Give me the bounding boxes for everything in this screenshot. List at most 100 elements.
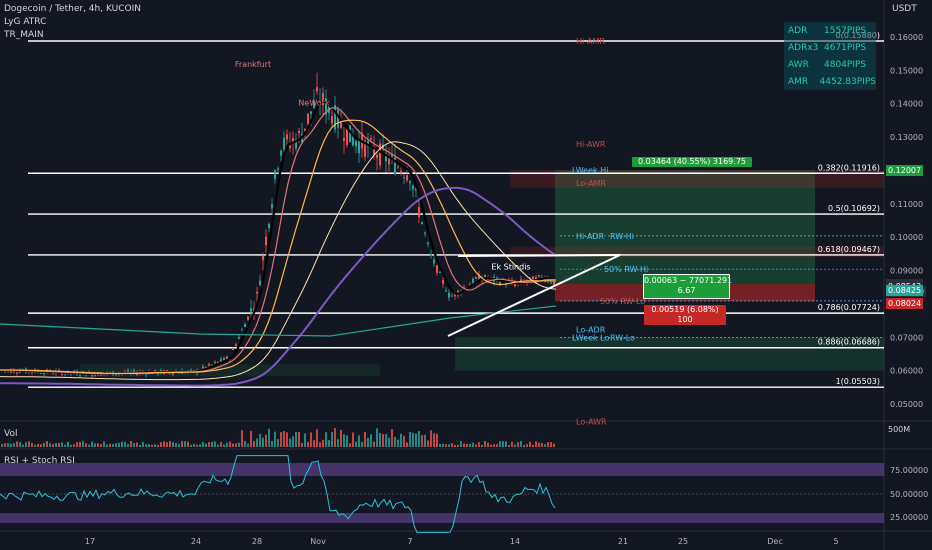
volume-bar xyxy=(376,428,378,447)
volume-bar xyxy=(517,442,519,447)
candle-body xyxy=(403,177,405,179)
candle-body xyxy=(280,150,282,156)
candle-body xyxy=(253,308,255,312)
volume-axis-label: 500M xyxy=(888,425,911,434)
fib-label: 0.886(0.06686) xyxy=(818,338,880,347)
candle-body xyxy=(550,282,552,284)
candle-body xyxy=(61,372,63,376)
candle-body xyxy=(166,370,168,372)
ma-line-purple xyxy=(0,186,557,387)
rsi-tick: 50.00000 xyxy=(890,490,928,499)
volume-bar xyxy=(529,441,531,447)
volume-bar xyxy=(532,444,534,447)
candle-body xyxy=(391,154,393,157)
volume-bar xyxy=(118,442,120,447)
volume-bar xyxy=(412,432,414,447)
volume-bar xyxy=(457,444,459,447)
volume-bar xyxy=(238,442,240,447)
level-label: Lo-ADR xyxy=(576,325,606,334)
candle-body xyxy=(265,236,267,246)
indicator-tr-main[interactable]: TR_MAIN xyxy=(4,30,44,40)
time-tick: 5 xyxy=(833,537,838,546)
candle-body xyxy=(295,139,297,149)
volume-bar xyxy=(70,444,72,447)
range-stats-panel: ADR 1557PIPS ADRx3 4671PIPS AWR 4804PIPS AM… xyxy=(784,22,876,90)
volume-bar xyxy=(478,442,480,447)
volume-bar xyxy=(355,441,357,447)
volume-bar xyxy=(49,443,51,447)
stat-amr: AMR 4452.83PIPS xyxy=(788,76,876,87)
candle-body xyxy=(286,134,288,140)
volume-bar xyxy=(220,442,222,447)
candle-body xyxy=(115,374,117,376)
volume-bar xyxy=(328,440,330,447)
volume-bar xyxy=(64,444,66,447)
indicator-atrc[interactable]: LyG ATRC xyxy=(4,17,47,27)
volume-pane-label[interactable]: Vol xyxy=(4,429,18,439)
price-tick: 0.06000 xyxy=(890,367,923,376)
volume-bar xyxy=(262,437,264,447)
time-tick: Dec xyxy=(767,537,782,546)
candle-body xyxy=(343,137,345,141)
time-tick: 21 xyxy=(618,537,628,546)
candle-body xyxy=(232,348,234,350)
candle-body xyxy=(40,373,42,375)
candle-body xyxy=(238,337,240,339)
candle-body xyxy=(256,291,258,294)
candle-body xyxy=(283,137,285,150)
volume-bar xyxy=(37,444,39,447)
volume-bar xyxy=(253,440,255,447)
volume-bar xyxy=(145,444,147,447)
level-label: LWeek Hi xyxy=(572,166,608,175)
volume-bar xyxy=(193,444,195,447)
volume-bar xyxy=(301,442,303,447)
rsi-oversold-band xyxy=(0,513,884,523)
candle-body xyxy=(250,308,252,312)
volume-bar xyxy=(388,437,390,447)
level-label: Hi-ADR xyxy=(576,232,605,241)
volume-bar xyxy=(274,431,276,447)
volume-bar xyxy=(499,441,501,447)
volume-bar xyxy=(259,433,261,447)
candle-body xyxy=(412,185,414,190)
level-label: Lo-AWR xyxy=(576,418,607,427)
price-tick: 0.05000 xyxy=(890,400,923,409)
volume-bar xyxy=(454,444,456,447)
volume-bar xyxy=(160,442,162,447)
candle-body xyxy=(469,284,471,286)
volume-bar xyxy=(295,431,297,447)
volume-bar xyxy=(148,444,150,447)
session-label: Frankfurt xyxy=(235,60,271,69)
volume-bar xyxy=(25,442,27,447)
candle-body xyxy=(451,295,453,297)
candle-body xyxy=(307,113,309,124)
volume-bar xyxy=(340,429,342,447)
volume-bar xyxy=(394,436,396,447)
candle-body xyxy=(448,292,450,298)
volume-bar xyxy=(265,434,267,447)
volume-bar xyxy=(109,443,111,447)
session-label: NeWork xyxy=(298,98,330,107)
volume-bar xyxy=(466,444,468,447)
time-tick: Nov xyxy=(310,537,326,546)
candle-body xyxy=(154,369,156,373)
candle-body xyxy=(241,329,243,331)
volume-bar xyxy=(40,444,42,447)
volume-bar xyxy=(475,444,477,447)
volume-bar xyxy=(256,438,258,447)
volume-bar xyxy=(172,442,174,447)
candle-body xyxy=(406,175,408,181)
candle-body xyxy=(475,277,477,279)
rsi-pane-label[interactable]: RSI + Stoch RSI xyxy=(4,456,75,466)
volume-bar xyxy=(103,441,105,447)
volume-bar xyxy=(283,431,285,447)
volume-bar xyxy=(316,429,318,447)
volume-bar xyxy=(196,444,198,447)
volume-bar xyxy=(214,441,216,447)
volume-bar xyxy=(241,430,243,447)
candle-body xyxy=(205,366,207,369)
volume-bar xyxy=(16,441,18,447)
candle-body xyxy=(31,372,33,374)
volume-bar xyxy=(313,440,315,447)
